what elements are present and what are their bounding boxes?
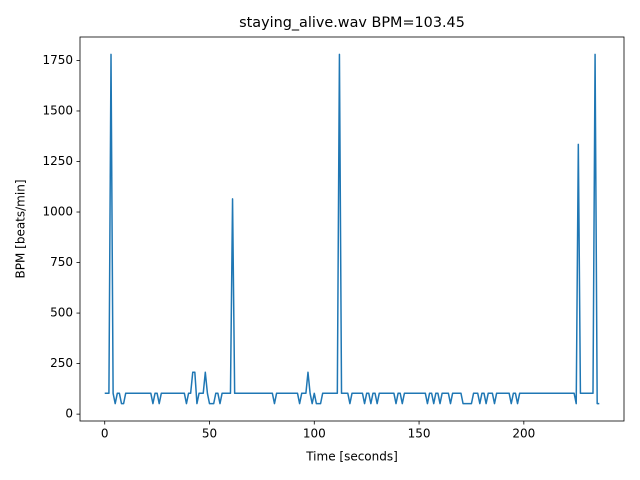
- y-tick-label: 1000: [42, 205, 73, 219]
- y-tick-label: 0: [65, 407, 73, 421]
- x-tick-label: 0: [101, 427, 109, 441]
- y-tick-label: 750: [50, 255, 73, 269]
- y-axis-label: BPM [beats/min]: [14, 180, 28, 279]
- y-tick-label: 1750: [42, 53, 73, 67]
- x-tick-label: 100: [303, 427, 326, 441]
- x-tick-label: 150: [408, 427, 431, 441]
- chart-title: staying_alive.wav BPM=103.45: [239, 15, 465, 31]
- y-tick-label: 1250: [42, 154, 73, 168]
- x-axis-label: Time [seconds]: [305, 450, 398, 464]
- y-tick-label: 250: [50, 356, 73, 370]
- data-line: [104, 53, 600, 405]
- x-tick-label: 50: [202, 427, 217, 441]
- y-tick-label: 500: [50, 306, 73, 320]
- y-tick-label: 1500: [42, 103, 73, 117]
- x-tick-label: 200: [512, 427, 535, 441]
- axes-frame: [79, 36, 625, 422]
